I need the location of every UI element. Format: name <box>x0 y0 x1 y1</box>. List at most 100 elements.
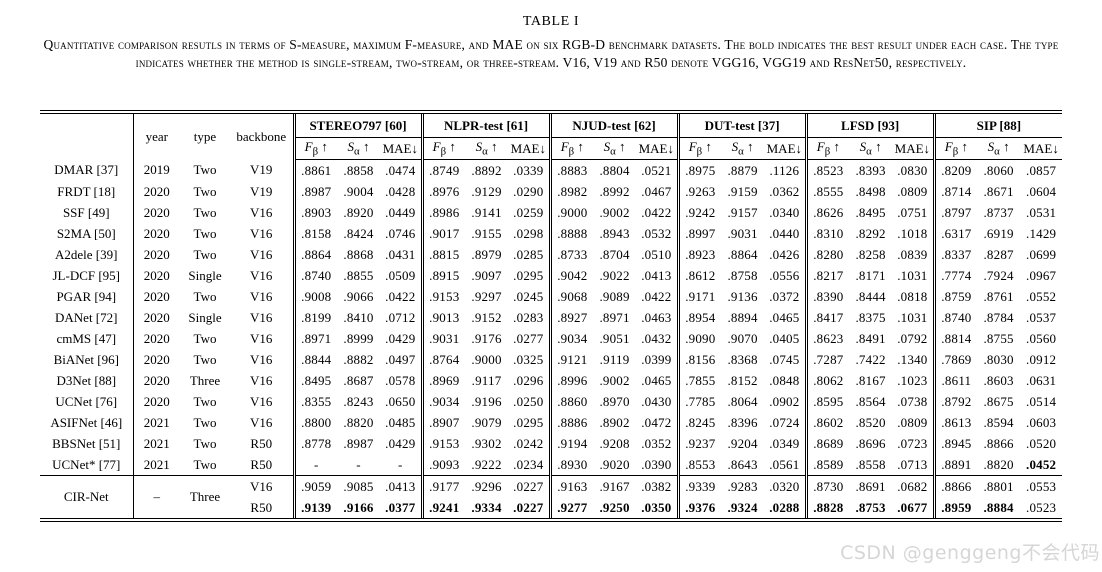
value-cell: .0472 <box>641 414 672 430</box>
value-cell: .8564 <box>855 393 886 409</box>
value-cell: .0426 <box>769 246 800 262</box>
dataset-header: STEREO797 [60] <box>292 112 423 138</box>
year-cell: 2020 <box>143 372 170 388</box>
year-cell: 2020 <box>143 267 170 283</box>
value-cell: .0245 <box>513 288 544 304</box>
value-cell: .0603 <box>1026 414 1057 430</box>
type-cell: Two <box>193 456 217 472</box>
value-cell: .8396 <box>727 414 758 430</box>
value-cell: .8987 <box>343 435 374 451</box>
value-cell: .1126 <box>769 162 800 178</box>
value-cell: .0485 <box>385 414 416 430</box>
value-cell: .8158 <box>292 223 337 244</box>
year-cell: 2020 <box>143 351 170 367</box>
value-cell: .8820 <box>343 414 374 430</box>
corner-cell <box>40 112 134 160</box>
metric-header: Sα ↑ <box>721 137 765 160</box>
value-cell: .8156 <box>676 349 722 370</box>
value-cell: .8623 <box>804 328 850 349</box>
value-cell: .0677 <box>897 499 928 515</box>
value-cell: .1023 <box>897 372 928 388</box>
value-cell: .8675 <box>983 393 1014 409</box>
type-cell: Two <box>193 435 217 451</box>
value-cell: .0474 <box>385 162 416 178</box>
value-cell: .0751 <box>897 204 928 220</box>
value-cell: - <box>292 454 337 476</box>
value-cell: .0320 <box>764 475 807 497</box>
metric-header: MAE↓ <box>636 137 679 160</box>
type-cell: Two <box>193 330 217 346</box>
metric-header: MAE↓ <box>1020 137 1063 160</box>
value-cell: .9022 <box>599 267 630 283</box>
value-cell: .0723 <box>897 435 928 451</box>
value-cell: .8915 <box>420 265 466 286</box>
value-cell: .8860 <box>548 391 594 412</box>
dataset-header: DUT-test [37] <box>676 112 807 138</box>
backbone-cell: V16 <box>250 393 273 409</box>
value-cell: .0561 <box>769 456 800 472</box>
value-cell: .8971 <box>599 309 630 325</box>
value-cell: .9079 <box>471 414 502 430</box>
type-cell: Two <box>193 414 217 430</box>
dataset-header: LFSD [93] <box>804 112 935 138</box>
value-cell: .8740 <box>292 265 337 286</box>
value-cell: .8976 <box>420 181 466 202</box>
method-cell: CIR-Net <box>40 475 134 520</box>
metric-symbol: MAE <box>1023 140 1053 156</box>
value-cell: .0465 <box>641 372 672 388</box>
value-cell: .1031 <box>897 267 928 283</box>
value-cell: .0848 <box>769 372 800 388</box>
value-cell: .8424 <box>343 225 374 241</box>
value-cell: .0531 <box>1026 204 1057 220</box>
value-cell: .0510 <box>641 246 672 262</box>
value-cell: .1018 <box>897 225 928 241</box>
metric-symbol: MAE <box>510 140 540 156</box>
value-cell: .0463 <box>641 309 672 325</box>
results-table: year type backbone STEREO797 [60] NLPR-test … <box>40 110 1063 522</box>
value-cell: .0234 <box>513 456 544 472</box>
year-cell: 2020 <box>143 309 170 325</box>
value-cell: .8970 <box>599 393 630 409</box>
table-row: PGAR [94] 2020 Two V16.9008.9066.0422.9153.… <box>40 286 1062 307</box>
value-cell: .8982 <box>548 181 594 202</box>
metric-header: Fβ ↑ <box>420 137 466 160</box>
type-cell: Two <box>193 288 217 304</box>
value-cell: .0259 <box>513 204 544 220</box>
metric-header: Fβ ↑ <box>804 137 850 160</box>
value-cell: .8671 <box>983 183 1014 199</box>
method-cell: cmMS [47] <box>40 328 134 349</box>
value-cell: .8764 <box>420 349 466 370</box>
value-cell: .0285 <box>513 246 544 262</box>
value-cell: .8864 <box>292 244 337 265</box>
value-cell: .8243 <box>343 393 374 409</box>
value-cell: .9119 <box>599 351 630 367</box>
value-cell: .9141 <box>471 204 502 220</box>
value-cell: .9171 <box>676 286 722 307</box>
value-cell: .8495 <box>855 204 886 220</box>
value-cell: .0295 <box>513 267 544 283</box>
value-cell: .9004 <box>343 183 374 199</box>
value-cell: .8696 <box>855 435 886 451</box>
method-cell: SSF [49] <box>40 202 134 223</box>
year-cell: 2021 <box>143 414 170 430</box>
value-cell: .8902 <box>599 414 630 430</box>
backbone-cell: V16 <box>250 288 273 304</box>
value-cell: .7774 <box>932 265 978 286</box>
value-cell: .9152 <box>471 309 502 325</box>
value-cell: .0818 <box>897 288 928 304</box>
value-cell: .0724 <box>769 414 800 430</box>
value-cell: .7785 <box>676 391 722 412</box>
value-cell: .9166 <box>343 499 374 515</box>
value-cell: .0242 <box>513 435 544 451</box>
value-cell: .0809 <box>897 183 928 199</box>
value-cell: .0523 <box>1026 499 1057 515</box>
value-cell: .8555 <box>804 181 850 202</box>
value-cell: .0429 <box>385 435 416 451</box>
value-cell: .9002 <box>599 204 630 220</box>
table-caption: Quantitative comparison resutls in terms… <box>43 37 1059 70</box>
value-cell: .8733 <box>548 244 594 265</box>
value-cell: .0521 <box>641 162 672 178</box>
header-row-metrics: Fβ ↑ Sα ↑ MAE↓ Fβ ↑ Sα ↑ MAE↓ Fβ ↑ Sα ↑ MAE↓ Fβ ↑… <box>40 137 1063 160</box>
value-cell: .0967 <box>1026 267 1057 283</box>
method-cell: PGAR [94] <box>40 286 134 307</box>
